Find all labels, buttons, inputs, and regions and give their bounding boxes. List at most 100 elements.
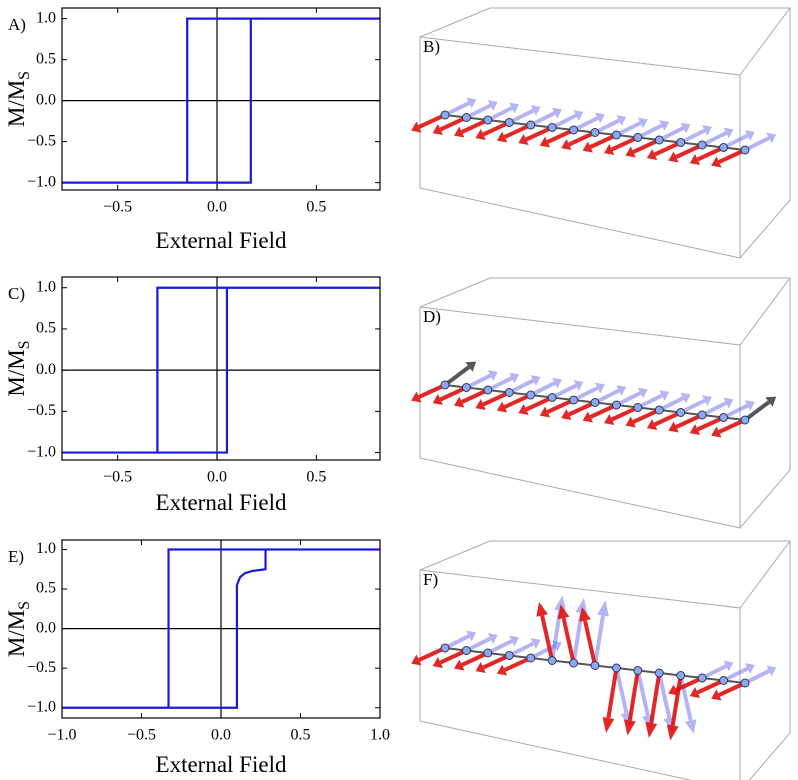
spin-arrowhead bbox=[625, 416, 636, 428]
spin-arrowhead bbox=[432, 394, 443, 405]
spin-arrow bbox=[482, 120, 511, 137]
spin-arrowhead bbox=[557, 604, 570, 620]
spin-arrow bbox=[670, 675, 683, 726]
x-tick-label: 0.5 bbox=[291, 727, 311, 744]
spin-arrow bbox=[525, 395, 553, 412]
spin-site bbox=[697, 140, 707, 150]
spin-arrowhead bbox=[552, 107, 562, 119]
spin-arrowhead bbox=[744, 130, 755, 141]
spin-arrowhead bbox=[744, 663, 755, 674]
spin-arrowhead bbox=[604, 414, 615, 425]
spin-site bbox=[740, 678, 750, 688]
spin-arrow bbox=[439, 385, 468, 402]
spin-arrowhead bbox=[466, 630, 477, 642]
spin-arrowhead bbox=[454, 659, 465, 671]
spin-arrowhead bbox=[536, 602, 548, 617]
spin-arrow bbox=[418, 113, 446, 129]
spin-arrow bbox=[540, 615, 555, 661]
spin-site bbox=[547, 656, 557, 665]
spin-arrow bbox=[611, 405, 639, 422]
spin-arrow bbox=[561, 617, 576, 664]
spin-arrow bbox=[696, 145, 725, 162]
spin-site bbox=[633, 403, 643, 412]
x-tick-label: −0.5 bbox=[127, 727, 156, 744]
spin-site bbox=[569, 658, 579, 668]
y-axis-label-sub: S bbox=[16, 340, 33, 349]
spin-arrow bbox=[653, 140, 682, 157]
spin-arrowhead bbox=[689, 687, 701, 698]
spin-arrow bbox=[718, 418, 746, 434]
spin-arrowhead bbox=[666, 724, 679, 741]
spin-arrowhead bbox=[604, 144, 615, 155]
spin-arrowhead bbox=[573, 110, 584, 121]
spin-arrowhead bbox=[487, 633, 498, 644]
spin-arrowhead bbox=[432, 657, 443, 668]
spin-site bbox=[440, 110, 450, 120]
y-axis-label: M/MS bbox=[4, 340, 33, 396]
spin-arrow bbox=[718, 148, 746, 164]
y-tick-label: −0.5 bbox=[27, 659, 56, 676]
y-tick-label: −1.0 bbox=[27, 698, 56, 715]
panel-label: F) bbox=[423, 570, 438, 589]
spin-arrow bbox=[653, 410, 682, 427]
spin-site bbox=[633, 133, 643, 142]
spin-arrowhead bbox=[645, 722, 658, 738]
spin-arrow bbox=[635, 670, 650, 716]
y-tick-label: 0.5 bbox=[36, 580, 56, 597]
spin-arrowhead bbox=[623, 719, 636, 736]
spin-arrowhead bbox=[594, 382, 605, 394]
spin-arrow bbox=[675, 413, 703, 429]
spin-arrowhead bbox=[616, 115, 627, 126]
spin-arrowhead bbox=[659, 390, 670, 401]
spin-site bbox=[461, 646, 471, 655]
panel-label: C) bbox=[8, 284, 25, 303]
spin-site bbox=[483, 115, 493, 125]
y-axis-label-sub: S bbox=[16, 601, 33, 610]
spin-arrowhead bbox=[487, 100, 498, 111]
y-tick-label: 0.0 bbox=[36, 619, 56, 636]
panel-label: B) bbox=[423, 37, 440, 56]
spin-arrowhead bbox=[539, 136, 551, 148]
spin-site bbox=[526, 120, 536, 130]
x-tick-label: −1.0 bbox=[47, 727, 76, 744]
spin-arrowhead bbox=[582, 141, 593, 153]
spin-arrowhead bbox=[411, 654, 422, 666]
spin-arrow bbox=[461, 651, 489, 667]
spin-arrow bbox=[418, 383, 446, 399]
spin-site bbox=[547, 123, 557, 132]
spin-arrowhead bbox=[475, 662, 486, 673]
spin-arrowhead bbox=[432, 124, 443, 135]
spin-site bbox=[611, 130, 621, 140]
spin-site bbox=[654, 405, 664, 415]
spin-arrow bbox=[678, 675, 693, 721]
spin-arrow bbox=[593, 615, 605, 666]
spin-arrow bbox=[696, 678, 725, 695]
spin-arrowhead bbox=[689, 424, 701, 435]
spin-arrowhead bbox=[475, 399, 486, 410]
spin-arrowhead bbox=[411, 391, 422, 403]
spin-arrow bbox=[649, 672, 662, 724]
y-axis-label: M/MS bbox=[4, 601, 33, 657]
spin-arrow bbox=[675, 676, 703, 692]
spin-site bbox=[719, 676, 729, 685]
spin-arrowhead bbox=[625, 146, 636, 158]
spin-site bbox=[526, 653, 536, 663]
spin-arrowhead bbox=[594, 112, 605, 124]
spin-arrowhead bbox=[579, 607, 591, 622]
y-axis-label-sub: S bbox=[16, 71, 33, 80]
spin-site bbox=[611, 663, 621, 673]
spin-arrowhead bbox=[518, 134, 529, 145]
spin-arrowhead bbox=[702, 125, 712, 136]
spin-arrow bbox=[583, 620, 597, 666]
spin-arrowhead bbox=[496, 131, 508, 143]
x-tick-label: 0.0 bbox=[211, 727, 231, 744]
panel-label: E) bbox=[8, 547, 24, 566]
y-axis-label-main: M/M bbox=[4, 610, 29, 657]
spin-arrowhead bbox=[711, 156, 722, 168]
y-tick-label: −1.0 bbox=[27, 173, 56, 190]
y-axis-label-main: M/M bbox=[4, 80, 29, 127]
spin-arrow bbox=[743, 400, 771, 422]
spin-site bbox=[719, 413, 729, 422]
x-tick-label: 0.0 bbox=[207, 199, 227, 216]
